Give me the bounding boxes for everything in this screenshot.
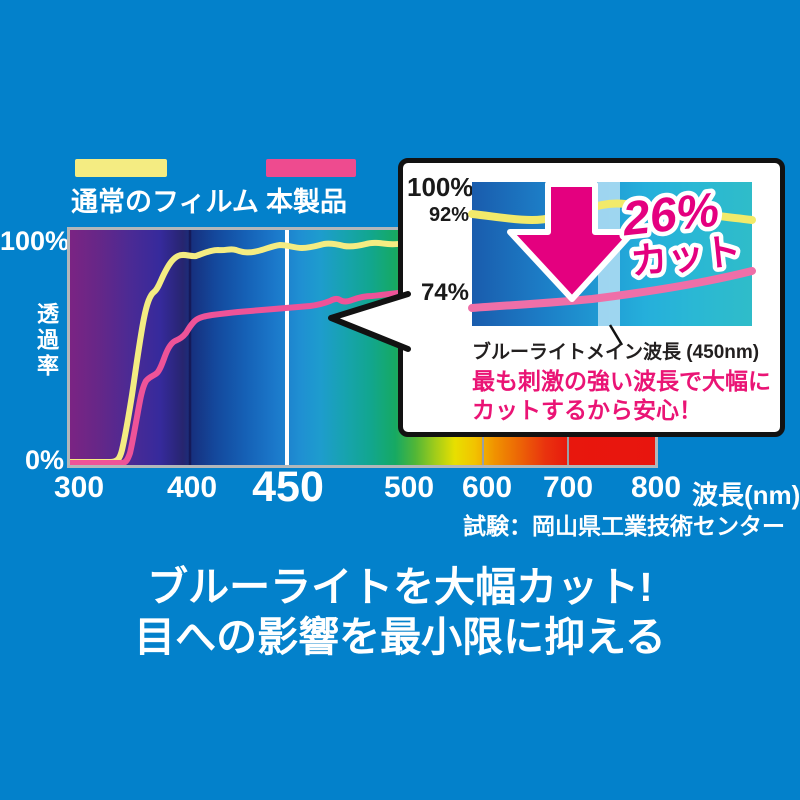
legend-swatch-normal-film: [75, 159, 167, 177]
callout-caption: ブルーライトメイン波長 (450nm): [472, 342, 760, 363]
headline: ブルーライトを大幅カット! 目への影響を最小限に抑える: [0, 562, 800, 662]
inset-curve-normal-film: [468, 199, 756, 225]
x-tick-400: 400: [166, 471, 218, 504]
callout-label-100: 100%: [407, 172, 474, 202]
y-axis-min-label: 0%: [24, 445, 64, 475]
band-pointer-line: [608, 324, 624, 346]
y-axis-max-label: 100%: [0, 226, 70, 256]
callout-inset-chart: 26% カット: [468, 179, 756, 326]
headline-line1: ブルーライトを大幅カット!: [147, 564, 653, 610]
legend-label-normal-film: 通常のフィルム: [71, 187, 259, 217]
x-tick-450: 450: [252, 463, 324, 511]
legend-swatch-product: [266, 159, 356, 177]
cut-down-arrow-icon: [507, 181, 636, 302]
x-tick-700: 700: [542, 471, 594, 504]
callout-note-line1: 最も刺激の強い波長で大幅に: [472, 368, 771, 394]
x-tick-300: 300: [53, 471, 105, 504]
headline-line2: 目への影響を最小限に抑える: [134, 614, 666, 660]
curve-product: [67, 272, 658, 466]
callout-tail: [328, 291, 412, 352]
x-tick-500: 500: [383, 471, 435, 504]
x-tick-600: 600: [461, 471, 513, 504]
callout-label-92: 92%: [428, 204, 469, 226]
callout-note-line2: カットするから安心！: [472, 397, 702, 423]
callout-note: 最も刺激の強い波長で大幅に カットするから安心！: [472, 367, 771, 425]
legend-label-product: 本製品: [266, 187, 347, 217]
callout-box: 100% 92% 74%: [398, 158, 785, 437]
x-tick-800: 800: [630, 471, 682, 504]
source-note: 試験：岡山県工業技術センター: [463, 513, 785, 539]
x-axis-unit-label: 波長(nm): [692, 480, 800, 510]
callout-inset-plot: 26% カット: [468, 179, 756, 326]
curve-normal-film: [67, 239, 658, 465]
y-axis-title: 透過率: [34, 302, 59, 380]
inset-curve-product: [468, 267, 756, 312]
callout-label-74: 74%: [420, 279, 469, 306]
